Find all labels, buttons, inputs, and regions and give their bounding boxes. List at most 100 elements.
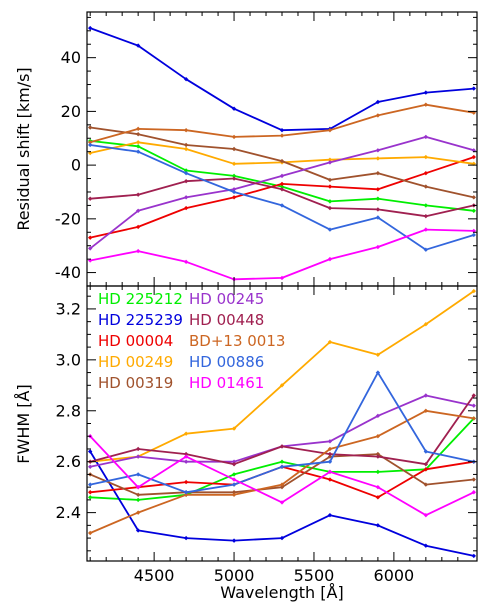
shift-point-hd-00245-5 — [327, 160, 333, 165]
fwhm-point-hd-00249-5 — [327, 339, 333, 345]
fwhm-point-bd-13-0013-1 — [135, 510, 141, 515]
shift-point-hd-00319-0 — [87, 125, 93, 130]
shift-point-hd-00886-7 — [423, 247, 429, 252]
fwhm-series-hd-00448 — [87, 393, 477, 467]
fwhm-point-hd-00319-6 — [375, 451, 381, 457]
shift-point-hd-225212-8 — [471, 208, 477, 213]
shift-point-hd-225239-7 — [423, 90, 429, 95]
fwhm-point-hd-00004-7 — [423, 467, 429, 472]
fwhm-point-hd-225212-3 — [231, 472, 237, 477]
shift-point-hd-00249-0 — [87, 150, 93, 156]
fwhm-point-hd-01461-4 — [279, 500, 285, 505]
fwhm-point-hd-00448-2 — [183, 451, 189, 457]
fwhm-point-hd-00249-2 — [183, 431, 189, 436]
shift-point-bd-13-0013-3 — [231, 134, 237, 140]
fwhm-ytick-label-2: 2.8 — [56, 401, 81, 420]
fwhm-point-bd-13-0013-8 — [471, 416, 477, 421]
fwhm-point-hd-225239-2 — [183, 535, 189, 541]
shift-point-hd-00249-7 — [423, 154, 429, 160]
fwhm-point-hd-00448-4 — [279, 444, 285, 449]
fwhm-point-hd-00886-2 — [183, 490, 189, 495]
fwhm-panel: 2.4 2.6 2.8 3.0 3.2 4500 5000 5500 6000 HD 22521… — [14, 285, 478, 602]
shift-point-hd-00319-1 — [135, 132, 141, 137]
legend-entry-bd-13-0013: BD+13 0013 — [189, 332, 285, 350]
shift-point-hd-00448-0 — [87, 196, 93, 201]
shift-point-hd-225239-1 — [135, 43, 141, 48]
shift-point-hd-225212-4 — [279, 184, 285, 189]
shift-point-hd-00886-1 — [135, 149, 141, 154]
fwhm-ytick-label-3: 3.0 — [56, 350, 81, 369]
shift-point-hd-225212-5 — [327, 199, 333, 204]
shift-point-bd-13-0013-4 — [279, 133, 285, 138]
fwhm-point-hd-00319-7 — [423, 482, 429, 487]
residual-shift-panel: -40 -20 0 20 40 Residual shift [km/s] — [14, 11, 478, 287]
fwhm-point-hd-00245-3 — [231, 459, 237, 464]
fwhm-point-hd-00886-5 — [327, 459, 333, 464]
fwhm-point-hd-01461-8 — [471, 490, 477, 495]
fwhm-point-hd-00886-1 — [135, 472, 141, 477]
fwhm-point-hd-00245-5 — [327, 439, 333, 444]
shift-point-hd-00245-2 — [183, 195, 189, 200]
fwhm-point-hd-00245-2 — [183, 459, 189, 464]
shift-ytick-label-0: -40 — [55, 263, 81, 282]
legend-entry-hd-225239: HD 225239 — [98, 311, 183, 329]
fwhm-point-hd-00319-5 — [327, 454, 333, 459]
fwhm-point-bd-13-0013-2 — [183, 492, 189, 497]
legend-entry-hd-00448: HD 00448 — [189, 311, 264, 329]
fwhm-point-hd-00448-5 — [327, 451, 333, 457]
fwhm-point-hd-225212-0 — [87, 495, 93, 500]
shift-point-hd-225212-1 — [135, 144, 141, 149]
shift-point-hd-00004-7 — [423, 170, 429, 176]
fwhm-point-hd-00004-0 — [87, 490, 93, 495]
fwhm-point-hd-00249-8 — [471, 288, 477, 294]
shift-point-hd-00319-2 — [183, 142, 189, 148]
fwhm-point-hd-225239-0 — [87, 449, 93, 454]
shift-point-hd-00249-1 — [135, 140, 141, 145]
shift-point-hd-00319-7 — [423, 184, 429, 189]
shift-point-hd-00448-1 — [135, 192, 141, 197]
shift-point-hd-00448-6 — [375, 207, 381, 212]
shift-point-bd-13-0013-7 — [423, 102, 429, 107]
shift-point-hd-00245-3 — [231, 187, 237, 192]
fwhm-ticks: 2.4 2.6 2.8 3.0 3.2 4500 5000 5500 6000 — [56, 286, 477, 585]
fwhm-point-bd-13-0013-7 — [423, 408, 429, 413]
fwhm-ytick-label-0: 2.4 — [56, 503, 81, 522]
fwhm-point-hd-00886-3 — [231, 482, 237, 487]
legend: HD 225212 HD 00245 HD 225239 HD 00448 HD 000… — [98, 290, 285, 392]
shift-point-hd-00886-5 — [327, 227, 333, 232]
shift-point-hd-00319-4 — [279, 158, 285, 164]
legend-entry-hd-00249: HD 00249 — [98, 353, 173, 371]
shift-ytick-label-3: 20 — [61, 102, 81, 121]
fwhm-point-hd-00448-3 — [231, 462, 237, 467]
fwhm-point-hd-01461-5 — [327, 469, 333, 475]
fwhm-point-hd-01461-2 — [183, 454, 189, 459]
shift-point-bd-13-0013-6 — [375, 113, 381, 118]
shift-point-hd-225239-4 — [279, 127, 285, 133]
shift-point-hd-01461-6 — [375, 244, 381, 250]
fwhm-series-hd-00886 — [87, 370, 477, 495]
legend-entry-hd-225212: HD 225212 — [98, 290, 183, 308]
fwhm-point-hd-00886-0 — [87, 482, 93, 487]
fwhm-ylabel: FWHM [Å] — [14, 384, 33, 463]
shift-point-hd-00448-2 — [183, 179, 189, 184]
fwhm-point-hd-225239-6 — [375, 523, 381, 528]
fwhm-point-hd-00319-4 — [279, 484, 285, 490]
shift-point-hd-225239-3 — [231, 106, 237, 111]
shift-series-bd-13-0013 — [87, 102, 477, 145]
fwhm-point-hd-00249-4 — [279, 383, 285, 388]
legend-entry-hd-00319: HD 00319 — [98, 374, 173, 392]
shift-point-hd-00886-6 — [375, 215, 381, 220]
fwhm-series-bd-13-0013 — [87, 408, 477, 536]
fwhm-point-hd-00249-6 — [375, 352, 381, 357]
shift-point-hd-00886-0 — [87, 142, 93, 148]
fwhm-point-hd-225239-4 — [279, 535, 285, 541]
shift-ytick-label-1: -20 — [55, 209, 81, 228]
fwhm-point-hd-00448-7 — [423, 462, 429, 467]
shift-point-hd-00448-3 — [231, 176, 237, 181]
shift-point-hd-225212-3 — [231, 173, 237, 179]
fwhm-point-hd-225239-1 — [135, 528, 141, 533]
fwhm-point-hd-01461-7 — [423, 512, 429, 518]
fwhm-point-hd-00448-8 — [471, 393, 477, 398]
fwhm-ytick-label-4: 3.2 — [56, 299, 81, 318]
fwhm-point-hd-00004-6 — [375, 495, 381, 500]
